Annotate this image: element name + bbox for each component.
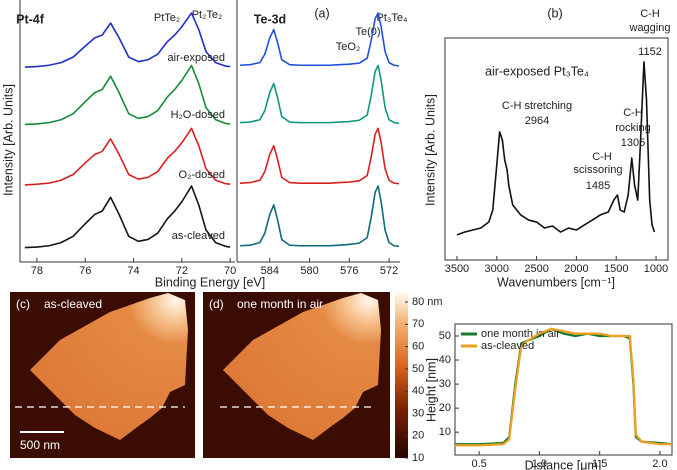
panel-label: (c) bbox=[16, 297, 30, 311]
series-label: as-cleaved bbox=[172, 230, 225, 242]
panel-label: (a) bbox=[314, 6, 329, 20]
y-axis-label: Intensity [Arb. Units] bbox=[423, 94, 437, 206]
x-tick-label: 1.5 bbox=[592, 458, 607, 470]
x-tick-label: 1500 bbox=[604, 263, 628, 275]
colorbar-tick-label: 30 bbox=[412, 407, 424, 419]
annotation: wagging bbox=[629, 22, 671, 34]
plot-frame bbox=[444, 37, 669, 261]
colorbar bbox=[395, 292, 408, 458]
annotation: C-H bbox=[640, 8, 660, 20]
x-tick-label: 72 bbox=[176, 265, 188, 277]
annotation: C-H bbox=[592, 151, 612, 163]
x-tick-label: 572 bbox=[380, 265, 398, 277]
x-tick-label: 580 bbox=[300, 265, 318, 277]
annotation: 2964 bbox=[525, 115, 549, 127]
image-title: one month in air bbox=[237, 297, 323, 311]
annotation: 1152 bbox=[638, 46, 662, 58]
colorbar-tick-label: 10 bbox=[412, 452, 424, 464]
panel-label: (d) bbox=[209, 297, 224, 311]
annotation: Pt₂Te₂ bbox=[192, 9, 223, 21]
x-axis-label: Distance [μm] bbox=[525, 458, 602, 470]
colorbar-tick-label: 50 bbox=[412, 363, 424, 375]
y-tick-label: 40 bbox=[439, 354, 451, 366]
afm-image-c: (c) as-cleaved 500 nm bbox=[10, 292, 195, 458]
x-tick-label: 74 bbox=[127, 265, 139, 277]
annotation: C-H stretching bbox=[502, 100, 572, 112]
annotation: 1305 bbox=[621, 137, 645, 149]
colorbar-tick-label: 20 bbox=[412, 430, 424, 442]
chart-subtitle: Pt-4f bbox=[16, 12, 45, 26]
annotation: TeO₂ bbox=[336, 41, 360, 53]
x-tick-label: 1000 bbox=[644, 263, 668, 275]
y-tick-label: 10 bbox=[439, 426, 451, 438]
plot-frame bbox=[454, 323, 673, 456]
flake bbox=[223, 293, 381, 440]
scale-bar-label: 500 nm bbox=[20, 438, 60, 452]
x-tick-label: 576 bbox=[340, 265, 358, 277]
series-line bbox=[239, 185, 400, 248]
colorbar-tick-label: 70 bbox=[412, 318, 424, 330]
x-axis-label: Binding Energy [eV] bbox=[155, 275, 266, 289]
flake bbox=[30, 293, 188, 440]
y-axis-label: Intensity [Arb. Units] bbox=[1, 84, 15, 196]
x-tick-label: 78 bbox=[31, 265, 43, 277]
y-axis-label: Height [nm] bbox=[424, 358, 438, 422]
legend-label: one month in air bbox=[481, 328, 560, 340]
series-line bbox=[456, 61, 656, 236]
series-line bbox=[24, 64, 231, 126]
x-tick-label: 0.5 bbox=[471, 458, 486, 470]
series-line bbox=[24, 127, 231, 186]
x-axis-label: Wavenumbers [cm⁻¹] bbox=[497, 275, 615, 289]
afm-image-d: (d) one month in air bbox=[203, 292, 408, 458]
series-label: air-exposed bbox=[168, 52, 225, 64]
annotation: Te(0) bbox=[355, 26, 380, 38]
x-tick-label: 2000 bbox=[564, 263, 588, 275]
annotation: PtTe₂ bbox=[154, 12, 180, 24]
x-tick-label: 70 bbox=[224, 265, 236, 277]
y-tick-label: 30 bbox=[439, 378, 451, 390]
series-line bbox=[239, 12, 400, 67]
annotation: 1485 bbox=[586, 180, 610, 192]
annotation: rocking bbox=[615, 122, 650, 134]
annotation: C-H bbox=[623, 107, 643, 119]
image-title: as-cleaved bbox=[44, 297, 102, 311]
x-tick-label: 3500 bbox=[445, 263, 469, 275]
chart-subtitle: Te-3d bbox=[254, 12, 286, 26]
series-line bbox=[24, 185, 231, 249]
legend-label: as-cleaved bbox=[481, 340, 534, 352]
colorbar-tick-label: 60 bbox=[412, 340, 424, 352]
x-tick-label: 584 bbox=[261, 265, 279, 277]
chart-subtitle: air-exposed Pt₃Te₄ bbox=[485, 64, 589, 78]
y-tick-label: 20 bbox=[439, 402, 451, 414]
colorbar-tick-label: 80 nm bbox=[412, 296, 443, 308]
annotation: scissoring bbox=[574, 164, 623, 176]
series-line bbox=[239, 127, 400, 185]
series-label: H₂O-dosed bbox=[171, 109, 225, 121]
annotation: Pt₃Te₄ bbox=[377, 12, 408, 24]
x-tick-label: 2.0 bbox=[652, 458, 667, 470]
panel-label: (b) bbox=[547, 6, 562, 20]
series-line bbox=[24, 12, 231, 68]
x-tick-label: 2500 bbox=[524, 263, 548, 275]
y-tick-label: 50 bbox=[439, 330, 451, 342]
x-tick-label: 76 bbox=[79, 265, 91, 277]
x-tick-label: 3000 bbox=[485, 263, 509, 275]
series-line bbox=[239, 64, 400, 125]
series-line bbox=[455, 327, 672, 447]
series-label: O₂-dosed bbox=[179, 169, 225, 181]
colorbar-tick-label: 40 bbox=[412, 385, 424, 397]
x-tick-label: 1.0 bbox=[532, 458, 547, 470]
